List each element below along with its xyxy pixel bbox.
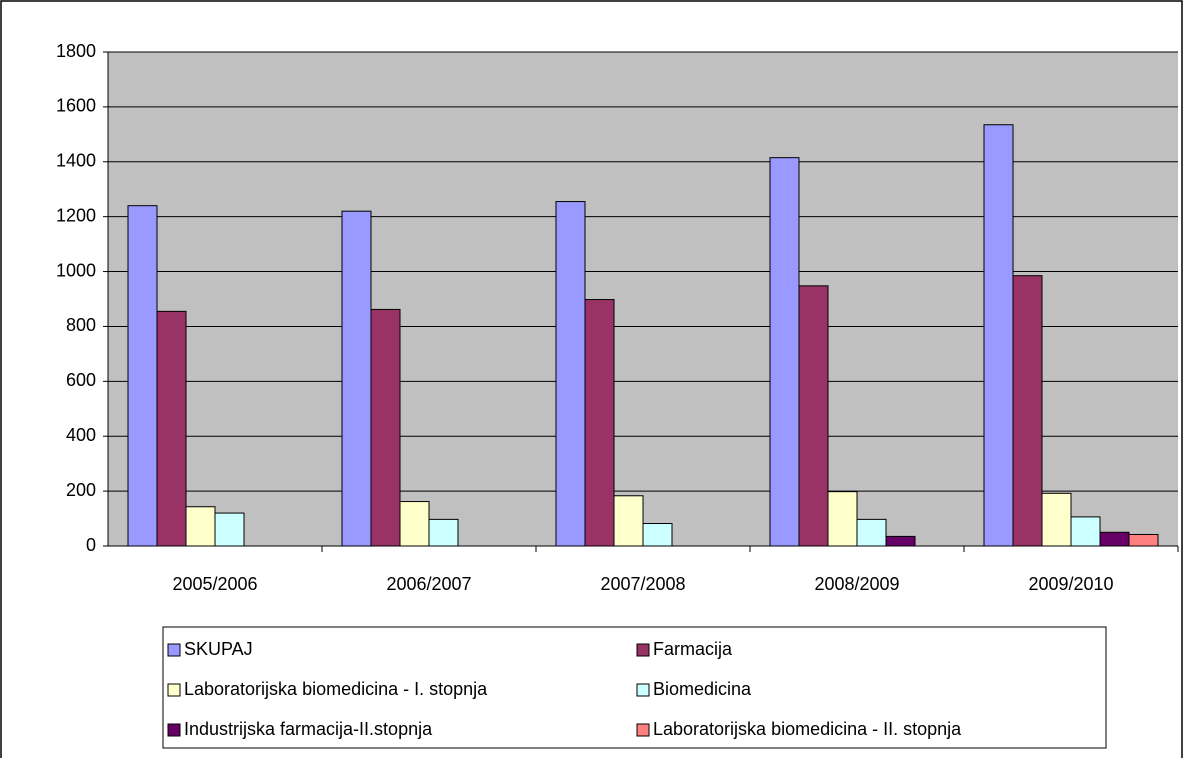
bar: [370, 308, 401, 547]
bar: [885, 535, 916, 547]
y-tick-label: 800: [66, 315, 96, 335]
bar: [983, 124, 1014, 547]
bar: [1099, 531, 1130, 547]
bar: [399, 501, 430, 547]
legend-label: SKUPAJ: [184, 639, 253, 659]
legend-swatch: [167, 643, 181, 657]
bar: [769, 157, 800, 547]
bar: [1128, 533, 1159, 547]
x-tick-label: 2006/2007: [386, 574, 471, 594]
bar: [856, 518, 887, 547]
legend-swatch: [167, 683, 181, 697]
y-tick-label: 1800: [56, 41, 96, 61]
bar: [341, 210, 372, 547]
legend-swatch: [636, 643, 650, 657]
bar: [428, 518, 459, 547]
legend-swatch: [167, 723, 181, 737]
bar: [642, 522, 673, 547]
x-tick-label: 2007/2008: [600, 574, 685, 594]
x-tick-label: 2005/2006: [172, 574, 257, 594]
legend-label: Laboratorijska biomedicina - I. stopnja: [184, 679, 488, 699]
bar: [1070, 516, 1101, 547]
legend-label: Industrijska farmacija-II.stopnja: [184, 719, 433, 739]
legend-swatch: [636, 723, 650, 737]
bar: [1041, 492, 1072, 547]
legend-swatch: [636, 683, 650, 697]
y-tick-label: 1600: [56, 96, 96, 116]
y-tick-label: 0: [86, 535, 96, 555]
bar: [798, 285, 829, 547]
bar: [156, 310, 187, 547]
legend-label: Biomedicina: [653, 679, 752, 699]
bar: [185, 506, 216, 547]
bar: [827, 491, 858, 547]
legend-label: Laboratorijska biomedicina - II. stopnja: [653, 719, 962, 739]
x-tick-label: 2008/2009: [814, 574, 899, 594]
y-tick-label: 1000: [56, 260, 96, 280]
legend-label: Farmacija: [653, 639, 733, 659]
y-tick-label: 400: [66, 425, 96, 445]
bar: [613, 495, 644, 547]
legend-box: [162, 626, 1107, 749]
bar: [214, 512, 245, 547]
x-tick-label: 2009/2010: [1028, 574, 1113, 594]
bar: [127, 205, 158, 547]
y-tick-label: 200: [66, 480, 96, 500]
y-tick-label: 1400: [56, 151, 96, 171]
bar: [584, 299, 615, 547]
y-tick-label: 600: [66, 370, 96, 390]
bar: [1012, 275, 1043, 547]
bar: [555, 201, 586, 547]
y-tick-label: 1200: [56, 205, 96, 225]
